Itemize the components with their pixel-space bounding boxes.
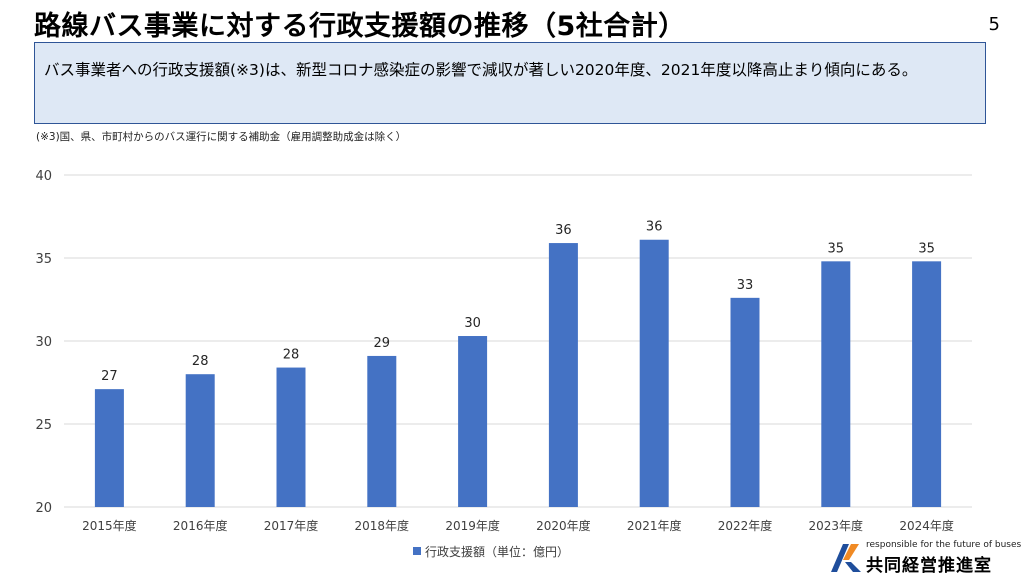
data-label: 28 <box>192 354 209 369</box>
x-tick-label: 2021年度 <box>627 518 682 533</box>
bar <box>367 355 397 507</box>
x-tick-label: 2018年度 <box>355 518 410 533</box>
data-label: 30 <box>464 316 481 331</box>
x-tick-label: 2019年度 <box>445 518 500 533</box>
data-label: 36 <box>555 223 572 238</box>
legend-swatch <box>413 547 421 555</box>
bar <box>639 239 669 508</box>
bar <box>821 261 851 507</box>
data-label: 35 <box>918 241 935 256</box>
bar <box>912 261 942 507</box>
data-label: 35 <box>828 241 845 256</box>
grid-layer: 20 25 30 35 40 <box>35 169 972 516</box>
bar <box>94 389 124 507</box>
bar <box>548 243 578 507</box>
data-label: 33 <box>737 278 754 293</box>
x-tick-label: 2016年度 <box>173 518 228 533</box>
legend-layer: 行政支援額（単位：億円） <box>413 544 569 559</box>
x-tick-label: 2023年度 <box>809 518 864 533</box>
bar <box>458 336 488 507</box>
x-tick-label: 2017年度 <box>264 518 319 533</box>
y-tick-label: 20 <box>35 501 52 516</box>
legend-label: 行政支援額（単位：億円） <box>425 544 569 559</box>
data-label: 29 <box>374 336 391 351</box>
footnote: (※3)国、県、市町村からのバス運行に関する補助金（雇用調整助成金は除く） <box>36 131 407 143</box>
data-label: 27 <box>101 369 118 384</box>
logo: responsible for the future of buses 共同経営… <box>829 540 1022 576</box>
x-tick-label: 2015年度 <box>82 518 137 533</box>
bar-layer <box>94 239 942 508</box>
summary-box: バス事業者への行政支援額(※3)は、新型コロナ感染症の影響で減収が著しい2020… <box>34 42 986 124</box>
summary-text: バス事業者への行政支援額(※3)は、新型コロナ感染症の影響で減収が著しい2020… <box>44 61 918 79</box>
bar <box>185 374 215 507</box>
logo-name: 共同経営推進室 <box>866 556 992 576</box>
y-tick-label: 35 <box>35 252 52 267</box>
logo-mark-icon <box>831 544 861 572</box>
y-tick-label: 30 <box>35 335 52 350</box>
page-title: 路線バス事業に対する行政支援額の推移（5社合計） <box>34 11 686 42</box>
y-tick-label: 40 <box>35 169 52 184</box>
x-tick-label: 2022年度 <box>718 518 773 533</box>
x-tick-label: 2020年度 <box>536 518 591 533</box>
page-number: 5 <box>988 14 1000 35</box>
data-label: 28 <box>283 348 300 363</box>
bar <box>730 297 760 507</box>
bar <box>276 367 306 507</box>
label-layer: 27 2015年度 28 2016年度 28 2017年度 29 2018年度 30 2019年度… <box>82 220 954 533</box>
logo-tagline: responsible for the future of buses <box>866 540 1022 550</box>
data-label: 36 <box>646 220 663 235</box>
y-tick-label: 25 <box>35 418 52 433</box>
x-tick-label: 2024年度 <box>899 518 954 533</box>
